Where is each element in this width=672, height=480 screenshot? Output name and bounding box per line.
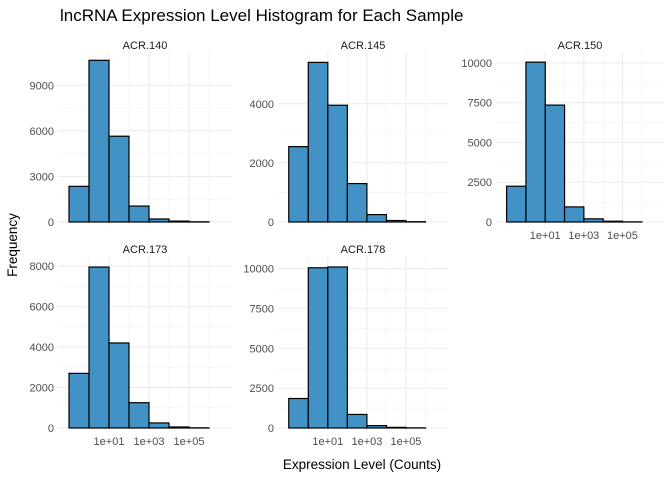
facet-panel: ACR.173 0 2000 4000 6000 8000 1e+01 1e+03 1e+05 — [30, 244, 232, 448]
histogram-bar — [128, 402, 150, 429]
histogram-bar — [525, 61, 546, 223]
y-tick-label: 0 — [48, 423, 54, 435]
y-tick-label: 5000 — [468, 137, 492, 149]
histogram-bar — [346, 413, 368, 429]
facet-panel: ACR.150 0 2500 5000 7500 10000 1e+01 1e+03 1e+05 — [461, 40, 664, 242]
x-axis-title: Expression Level (Counts) — [283, 457, 441, 472]
y-tick-label: 0 — [268, 217, 274, 229]
histogram-bar — [288, 146, 309, 223]
histogram-bar — [327, 266, 348, 429]
y-tick-label: 10000 — [461, 58, 492, 70]
y-axis-title: Frequency — [5, 213, 20, 277]
histogram-bar — [88, 266, 110, 429]
histogram-bar — [148, 422, 170, 429]
y-tick-label: 4000 — [30, 342, 54, 354]
histogram-bar — [327, 104, 348, 223]
y-tick-label: 0 — [486, 217, 492, 229]
y-tick-label: 5000 — [250, 343, 274, 355]
y-tick-label: 6000 — [30, 302, 54, 314]
facet-panel: ACR.145 0 2000 4000 — [250, 40, 448, 229]
facet-strip-label: ACR.140 — [123, 40, 168, 52]
facet-panel: ACR.140 0 3000 6000 9000 — [30, 40, 232, 229]
facet-strip-label: ACR.178 — [341, 244, 386, 256]
y-tick-label: 7500 — [468, 98, 492, 110]
histogram-bar — [506, 185, 527, 223]
x-tick-label: 1e+01 — [530, 230, 561, 242]
y-tick-label: 0 — [268, 423, 274, 435]
facet-strip-label: ACR.173 — [123, 244, 168, 256]
histogram-bar — [168, 220, 190, 223]
histogram-bar — [602, 220, 624, 223]
x-tick-label: 1e+01 — [312, 436, 343, 448]
x-tick-label: 1e+05 — [174, 436, 205, 448]
histogram-bar — [108, 135, 130, 223]
y-tick-label: 2500 — [250, 383, 274, 395]
x-tick-label: 1e+03 — [568, 230, 599, 242]
y-tick-label: 6000 — [30, 126, 54, 138]
y-tick-label: 3000 — [30, 171, 54, 183]
facet-strip-label: ACR.150 — [558, 40, 603, 52]
histogram-bar — [168, 426, 190, 429]
histogram-bar — [307, 267, 329, 429]
histogram-bar — [583, 218, 604, 223]
x-tick-label: 1e+01 — [94, 436, 125, 448]
histogram-bar — [366, 214, 388, 223]
y-tick-label: 7500 — [250, 303, 274, 315]
histogram-bar — [148, 218, 170, 223]
x-tick-label: 1e+03 — [351, 436, 382, 448]
histogram-bar — [88, 59, 110, 223]
facet-panel: ACR.178 0 2500 5000 7500 10000 1e+01 1e+03 1e+05 — [243, 244, 448, 448]
facet-strip-label: ACR.145 — [341, 40, 386, 52]
y-tick-label: 8000 — [30, 261, 54, 273]
x-tick-label: 1e+03 — [134, 436, 165, 448]
y-tick-label: 9000 — [30, 80, 54, 92]
histogram-bar — [385, 426, 407, 429]
histogram-bar — [346, 182, 368, 223]
y-tick-label: 2500 — [468, 177, 492, 189]
facet-panels: ACR.1400300060009000ACR.145020004000ACR.… — [30, 40, 664, 448]
histogram-bar — [108, 342, 130, 429]
x-tick-label: 1e+05 — [391, 436, 422, 448]
y-tick-label: 2000 — [30, 383, 54, 395]
histogram-bar — [307, 61, 329, 223]
x-tick-label: 1e+05 — [607, 230, 638, 242]
y-tick-label: 2000 — [250, 158, 274, 170]
histogram-bar — [544, 104, 566, 223]
histogram-bar — [366, 425, 388, 429]
histogram-bar — [128, 205, 150, 223]
histogram-bar — [68, 372, 90, 429]
histogram-bar — [563, 206, 585, 223]
y-tick-label: 0 — [48, 217, 54, 229]
histogram-bar — [288, 397, 309, 429]
histogram-bar — [385, 219, 407, 223]
chart-title: lncRNA Expression Level Histogram for Ea… — [60, 6, 463, 25]
y-tick-label: 4000 — [250, 99, 274, 111]
histogram-bar — [68, 185, 90, 223]
y-tick-label: 10000 — [243, 264, 274, 276]
